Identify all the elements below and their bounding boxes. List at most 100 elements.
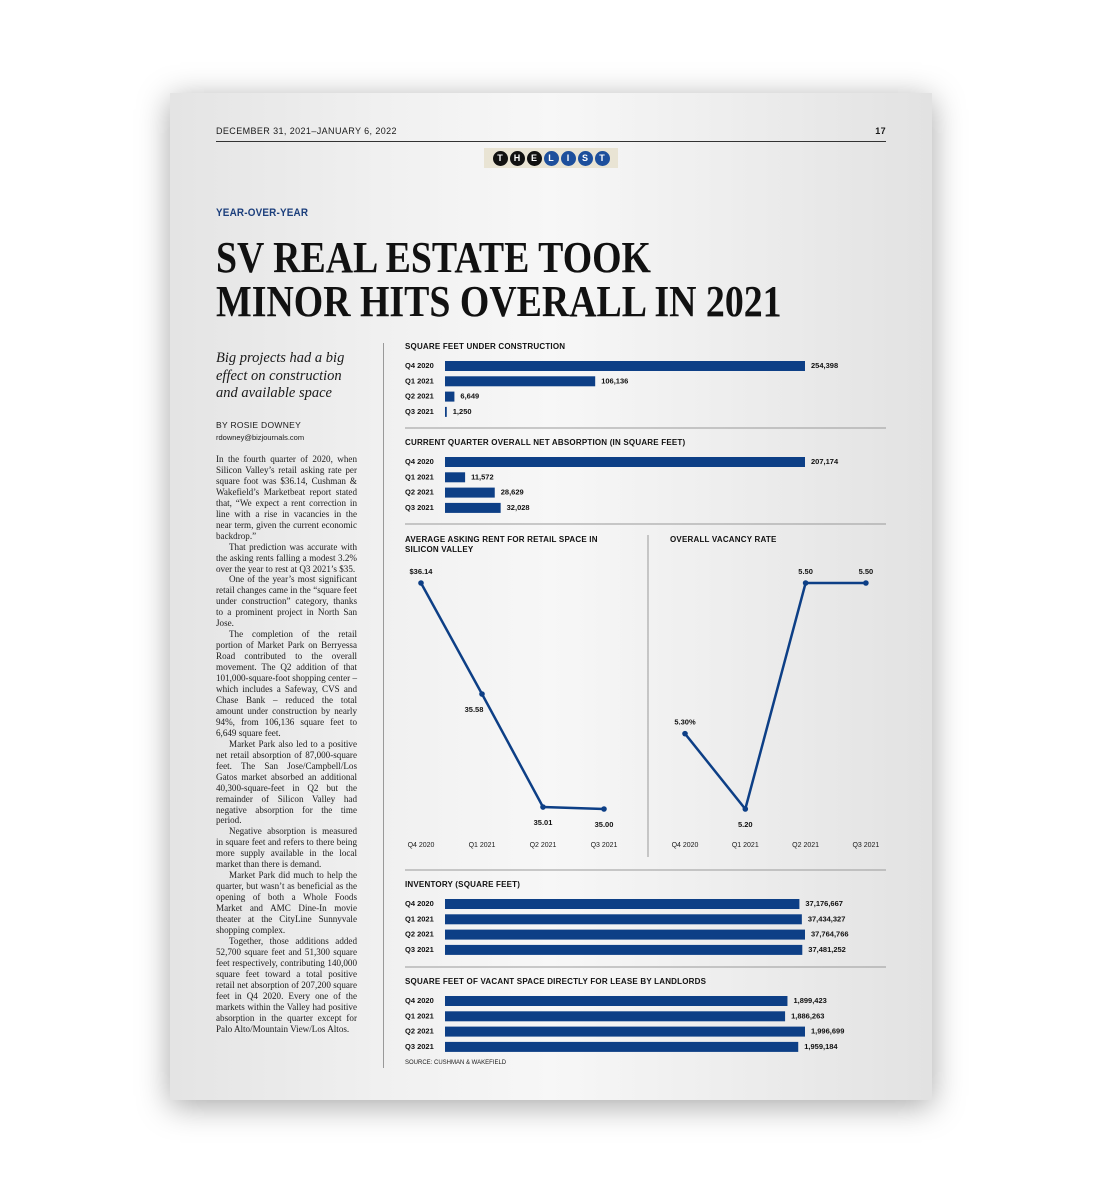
- category-label: Q4 2020: [405, 361, 434, 370]
- logo-letter: H: [509, 150, 525, 166]
- line: [684, 581, 866, 812]
- x-tick-label: Q2 2021: [529, 842, 557, 849]
- point: [742, 806, 749, 812]
- paragraph: That prediction was accurate with the as…: [216, 541, 357, 574]
- value-label: 1,886,263: [791, 1011, 824, 1020]
- value-label: 1,959,184: [804, 1042, 838, 1051]
- value-label: 5.30%: [674, 718, 696, 727]
- email: rdowney@bizjournals.com: [216, 433, 305, 442]
- bar: [445, 361, 805, 371]
- point: [540, 804, 546, 810]
- chart-title: SQUARE FEET OF VACANT SPACE DIRECTLY FOR…: [405, 977, 707, 986]
- value-label: 37,176,667: [805, 899, 843, 908]
- kicker: YEAR-OVER-YEAR: [216, 207, 309, 219]
- paragraph: The completion of the retail portion of …: [216, 629, 357, 738]
- paragraph: Market Park did much to help the quarter…: [216, 870, 357, 935]
- bar: [445, 391, 455, 402]
- article-body: In the fourth quarter of 2020, when Sili…: [216, 454, 357, 1035]
- value-label: 1,996,699: [811, 1027, 844, 1036]
- bar: [445, 1011, 786, 1022]
- chart-title: SQUARE FEET UNDER CONSTRUCTION: [405, 342, 566, 351]
- header-rule: [216, 141, 886, 142]
- value-label: 37,481,252: [808, 945, 846, 954]
- headline: SV REAL ESTATE TOOK: [216, 233, 651, 282]
- bar: [445, 487, 495, 498]
- point: [601, 806, 607, 812]
- bar: [445, 914, 802, 925]
- category-label: Q1 2021: [405, 472, 434, 481]
- point: [479, 691, 485, 697]
- logo-letter: L: [543, 150, 559, 166]
- point: [418, 580, 424, 586]
- value-label: 28,629: [501, 488, 524, 497]
- bar: [445, 899, 800, 909]
- chart-title: OVERALL VACANCY RATE: [670, 535, 777, 544]
- byline: BY ROSIE DOWNEY: [216, 420, 302, 430]
- value-label: 6,649: [460, 392, 479, 401]
- category-label: Q2 2021: [405, 1027, 434, 1036]
- value-label: 1,899,423: [793, 996, 826, 1005]
- column-rule: [383, 343, 384, 1068]
- value-label: $36.14: [410, 567, 434, 576]
- value-label: 106,136: [601, 376, 628, 385]
- x-tick-label: Q3 2021: [852, 842, 880, 849]
- x-tick-label: Q2 2021: [792, 842, 820, 849]
- bar: [445, 502, 501, 513]
- value-label: 5.20: [738, 820, 753, 829]
- logo-letter: T: [594, 150, 610, 166]
- category-label: Q3 2021: [405, 1042, 434, 1051]
- paragraph: Together, those additions added 52,700 s…: [216, 935, 357, 1034]
- value-label: 35.00: [595, 820, 614, 829]
- point: [682, 730, 688, 737]
- value-label: 5.50: [798, 567, 813, 576]
- bar: [445, 406, 447, 417]
- category-label: Q2 2021: [405, 930, 434, 939]
- category-label: Q3 2021: [405, 945, 434, 954]
- value-label: 5.50: [859, 567, 874, 576]
- bar: [445, 376, 596, 387]
- x-tick-label: Q3 2021: [590, 842, 618, 849]
- category-label: Q1 2021: [405, 914, 434, 923]
- category-label: Q2 2021: [405, 392, 434, 401]
- page-number: 17: [875, 126, 886, 136]
- category-label: Q3 2021: [405, 503, 434, 512]
- value-label: 37,764,766: [811, 930, 849, 939]
- x-tick-label: Q4 2020: [407, 842, 435, 849]
- paragraph: One of the year’s most significant retai…: [216, 574, 357, 629]
- category-label: Q1 2021: [405, 1011, 434, 1020]
- headline: MINOR HITS OVERALL IN 2021: [216, 277, 782, 326]
- x-tick-label: Q4 2020: [671, 842, 699, 849]
- value-label: 32,028: [507, 503, 530, 512]
- point: [802, 580, 809, 586]
- bar: [445, 929, 805, 940]
- category-label: Q4 2020: [405, 457, 434, 466]
- point: [863, 580, 869, 586]
- logo-letter: S: [577, 150, 593, 166]
- category-label: Q4 2020: [405, 996, 434, 1005]
- value-label: 37,434,327: [808, 914, 846, 923]
- chart-title: AVERAGE ASKING RENT FOR RETAIL SPACE IN …: [405, 535, 598, 554]
- chart-title: CURRENT QUARTER OVERALL NET ABSORPTION (…: [405, 438, 686, 447]
- value-label: 207,174: [811, 457, 839, 466]
- paragraph: Market Park also led to a positive net r…: [216, 738, 357, 826]
- issue-date: DECEMBER 31, 2021–JANUARY 6, 2022: [216, 126, 397, 136]
- value-label: 35.01: [534, 818, 553, 827]
- source: SOURCE: CUSHMAN & WAKEFIELD: [405, 1060, 507, 1066]
- bar: [445, 472, 466, 483]
- bar: [445, 996, 788, 1006]
- category-label: Q2 2021: [405, 488, 434, 497]
- line: [419, 582, 605, 811]
- chart-title: INVENTORY (SQUARE FEET): [405, 880, 521, 889]
- bar: [445, 1041, 799, 1052]
- logo-letter: T: [492, 150, 508, 166]
- category-label: Q1 2021: [405, 376, 434, 385]
- logo-letter: E: [526, 150, 542, 166]
- x-tick-label: Q1 2021: [731, 842, 759, 849]
- x-tick-label: Q1 2021: [468, 842, 496, 849]
- value-label: 11,572: [471, 472, 494, 481]
- value-label: 1,250: [453, 407, 472, 416]
- bar: [445, 457, 805, 467]
